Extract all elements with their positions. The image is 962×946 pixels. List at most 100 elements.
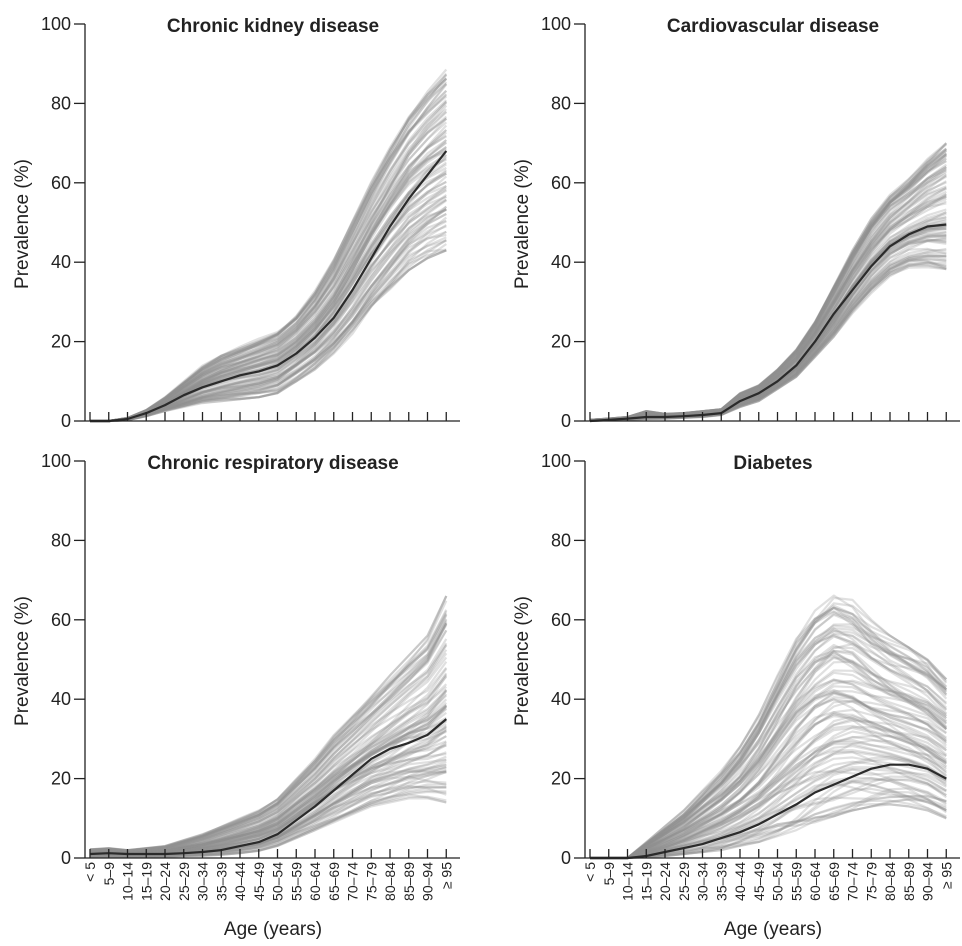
country-series-line: [590, 613, 948, 860]
country-series-line: [590, 660, 948, 860]
country-series-line: [89, 674, 448, 854]
country-series-line: [589, 143, 948, 421]
x-tick-label: 60–64: [307, 862, 323, 901]
country-series-line: [590, 632, 948, 860]
country-series-line: [590, 669, 948, 860]
country-series-line: [89, 698, 448, 855]
country-series-line: [89, 793, 447, 859]
x-tick-label: 50–54: [270, 862, 286, 901]
country-series-line: [90, 68, 448, 423]
country-series-line: [89, 690, 448, 855]
country-series-line: [589, 142, 948, 421]
country-series-line: [590, 779, 947, 860]
country-series-line: [590, 611, 948, 860]
country-series-line: [90, 81, 448, 423]
x-tick-label: 80–84: [382, 862, 398, 901]
country-series-line: [90, 104, 448, 423]
country-series-line: [590, 596, 948, 860]
country-series-line: [589, 158, 947, 422]
country-series-line: [589, 264, 947, 423]
country-series-line: [589, 174, 947, 422]
country-series-line: [589, 157, 947, 422]
x-tick-label: 30–34: [195, 862, 211, 901]
country-series-line: [89, 771, 447, 859]
country-series-line: [89, 618, 448, 852]
y-tick-label: 20: [51, 332, 71, 352]
plot-area: 0 20 40 60 80 100 < 5 5–9 10–14 15–19 20–24 25–29 30…: [541, 451, 960, 901]
x-tick-label: 25–29: [676, 862, 692, 901]
country-series-line: [590, 756, 947, 860]
country-series-line: [90, 194, 447, 423]
mean-series-line: [90, 150, 448, 423]
country-series-line: [590, 743, 947, 860]
country-series-line: [589, 195, 947, 422]
country-series-line: [90, 72, 448, 423]
country-series-line: [89, 783, 447, 858]
country-series-line: [90, 249, 447, 423]
x-tick-label: 15–19: [138, 862, 154, 901]
country-series-line: [590, 717, 948, 860]
country-series-line: [589, 172, 947, 422]
country-series-line: [590, 606, 947, 860]
country-series-line: [590, 699, 948, 860]
country-series-line: [89, 775, 447, 858]
country-series-line: [90, 220, 447, 423]
country-series-line: [589, 166, 947, 422]
country-series-line: [589, 254, 947, 423]
country-series-line: [90, 93, 448, 423]
y-tick-label: 20: [551, 769, 571, 789]
country-series-line: [90, 239, 447, 423]
country-series-line: [90, 212, 447, 423]
country-series-line: [90, 83, 448, 423]
country-series-line: [89, 701, 448, 856]
x-tick-label: 40–44: [232, 862, 248, 901]
y-tick-label: 40: [551, 252, 571, 272]
country-series-line: [589, 163, 947, 422]
country-series-line: [590, 624, 948, 860]
country-series-line: [590, 708, 947, 860]
country-series-line: [590, 745, 947, 860]
country-series-line: [590, 656, 947, 860]
country-series-line: [589, 254, 947, 422]
country-series-line: [89, 726, 447, 856]
country-series-line: [89, 661, 448, 855]
country-series-line: [90, 219, 447, 423]
country-series-line: [589, 181, 947, 422]
country-series-line: [90, 238, 447, 423]
country-series-line: [590, 606, 947, 860]
plot-area: 0 20 40 60 80 100 < 5 5–9 10–14 15–19 20–24 25–29 30…: [41, 451, 460, 901]
chart-panel-diabetes: Diabetes 0 20 40 60 80 100 < 5 5–9 10–14 15–19 20–…: [512, 451, 960, 940]
country-series-line: [590, 653, 948, 860]
country-series-line: [589, 197, 947, 422]
country-series-line: [90, 195, 447, 423]
country-series-line: [590, 776, 947, 860]
country-series-line: [590, 739, 948, 860]
country-series-line: [589, 165, 947, 421]
country-series-line: [90, 205, 447, 423]
country-series-line: [590, 679, 947, 860]
country-series-line: [589, 186, 947, 422]
country-series-line: [589, 266, 947, 423]
country-series-line: [89, 780, 447, 857]
x-tick-label: 85–89: [401, 862, 417, 901]
x-tick-label: 25–29: [176, 862, 192, 901]
country-series-line: [590, 797, 947, 860]
x-tick-label: 15–19: [638, 862, 654, 901]
country-series-line: [590, 719, 948, 860]
country-series-line: [589, 147, 947, 421]
country-series-line: [590, 606, 948, 860]
country-series-line: [90, 77, 448, 423]
country-series-line: [590, 627, 948, 860]
country-series-line: [89, 685, 448, 854]
country-series-line: [589, 148, 948, 421]
chart-panel-chronic-respiratory-disease: Chronic respiratory disease 0 20 40 60 80 100…: [12, 451, 460, 940]
country-series-line: [589, 185, 947, 422]
country-series-line: [590, 691, 947, 860]
mean-series-line: [89, 718, 448, 856]
country-series-line: [89, 707, 448, 855]
x-tick-label: 70–74: [845, 862, 861, 901]
plot-area: 0 20 40 60 80 100: [41, 14, 460, 431]
country-series-line: [89, 689, 448, 855]
country-series-line: [590, 751, 947, 860]
country-series-line: [90, 129, 448, 423]
